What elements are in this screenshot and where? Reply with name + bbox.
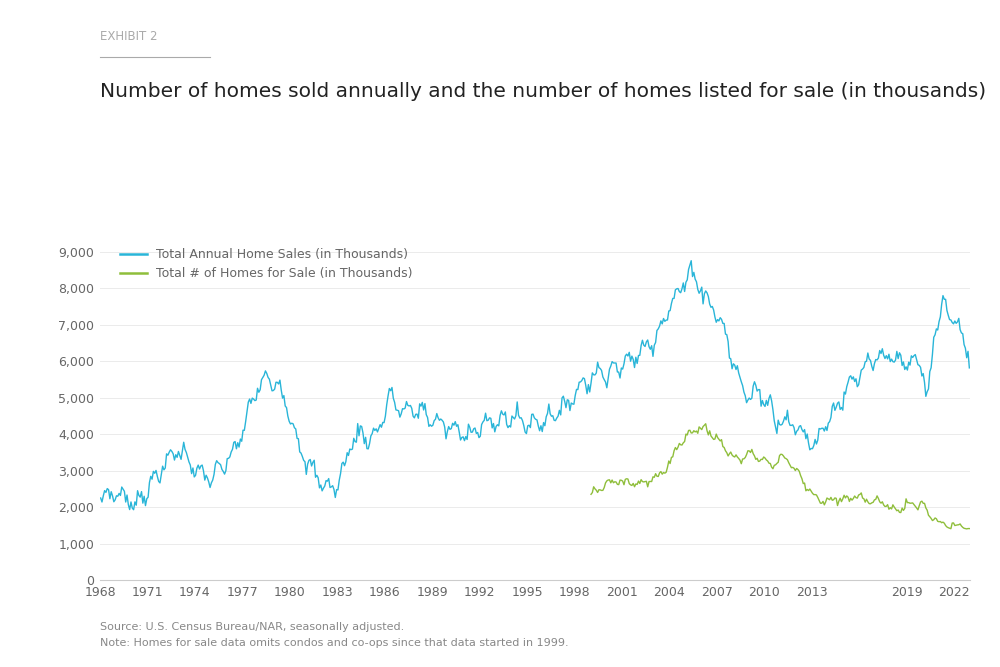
Text: Source: U.S. Census Bureau/NAR, seasonally adjusted.: Source: U.S. Census Bureau/NAR, seasonal… — [100, 622, 404, 632]
Text: Number of homes sold annually and the number of homes listed for sale (in thousa: Number of homes sold annually and the nu… — [100, 82, 986, 101]
Legend: Total Annual Home Sales (in Thousands), Total # of Homes for Sale (in Thousands): Total Annual Home Sales (in Thousands), … — [115, 243, 418, 285]
Text: Note: Homes for sale data omits condos and co-ops since that data started in 199: Note: Homes for sale data omits condos a… — [100, 638, 569, 648]
Text: EXHIBIT 2: EXHIBIT 2 — [100, 30, 158, 43]
